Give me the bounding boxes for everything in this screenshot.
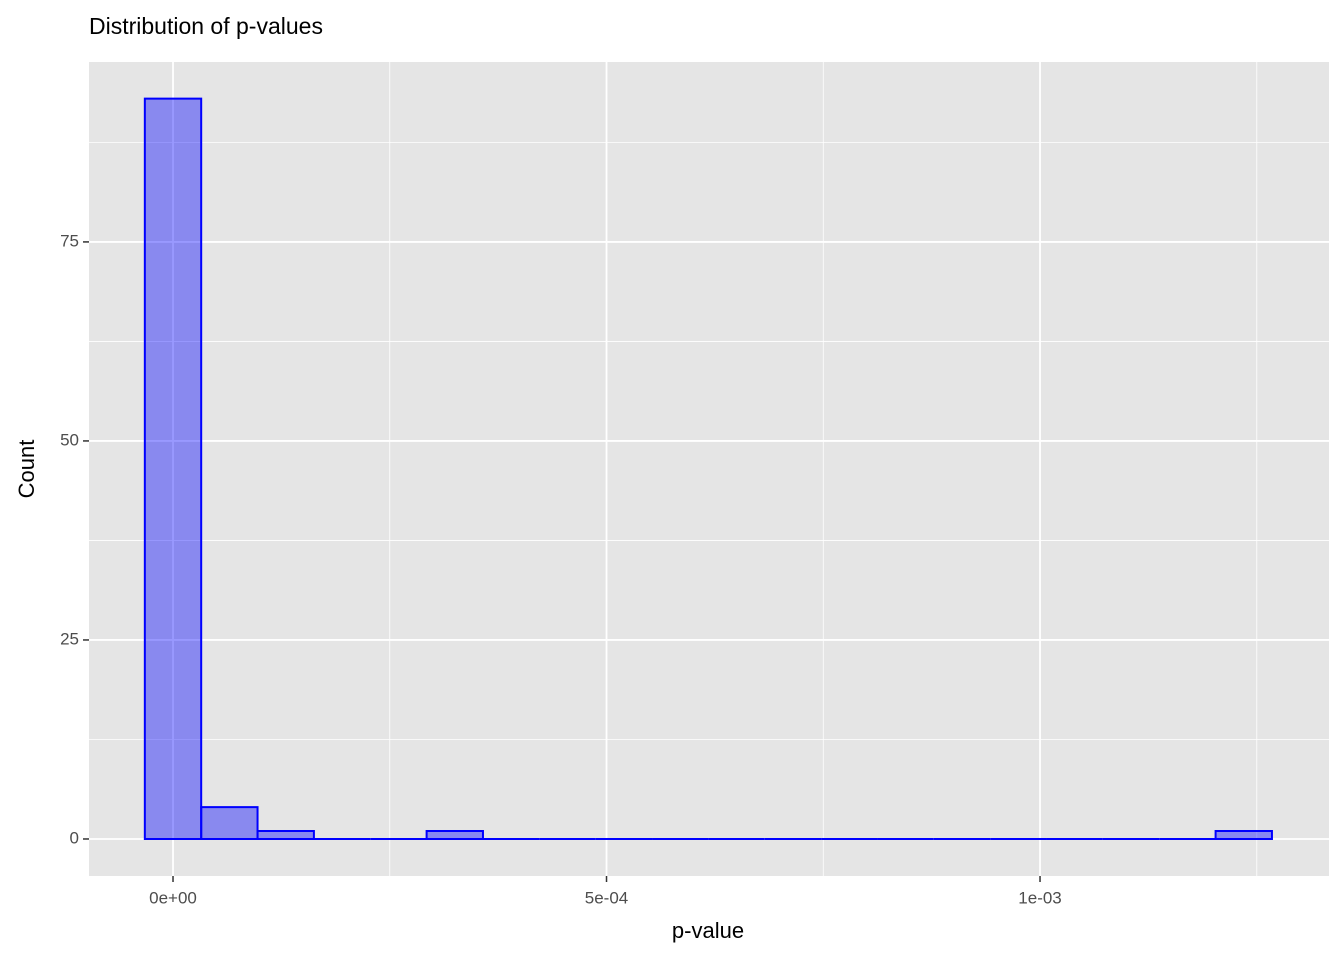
y-axis-label: Count (14, 440, 39, 499)
bar (200, 806, 259, 840)
panel (89, 62, 1329, 876)
x-tick-label: 0e+00 (149, 888, 197, 907)
x-tick-label: 5e-04 (585, 888, 628, 907)
y-tick-label: 25 (60, 629, 79, 648)
bar (143, 97, 203, 840)
y-tick-label: 75 (60, 231, 79, 250)
bar (1214, 830, 1273, 840)
y-tick-label: 50 (60, 430, 79, 449)
x-axis-label: p-value (672, 918, 744, 943)
bar (256, 830, 315, 840)
y-tick-label: 0 (70, 828, 79, 847)
x-tick-label: 1e-03 (1018, 888, 1061, 907)
chart-title: Distribution of p-values (89, 13, 323, 39)
bar (425, 830, 484, 840)
